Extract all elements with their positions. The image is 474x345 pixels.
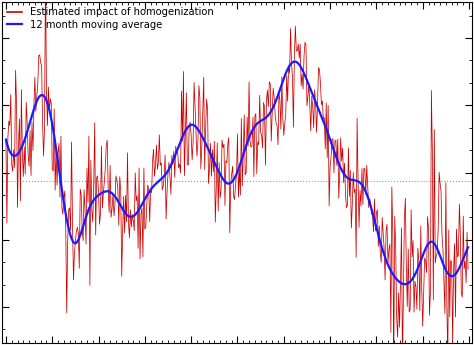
Legend: Estimated impact of homogenization, 12 month moving average: Estimated impact of homogenization, 12 m…: [5, 5, 216, 32]
